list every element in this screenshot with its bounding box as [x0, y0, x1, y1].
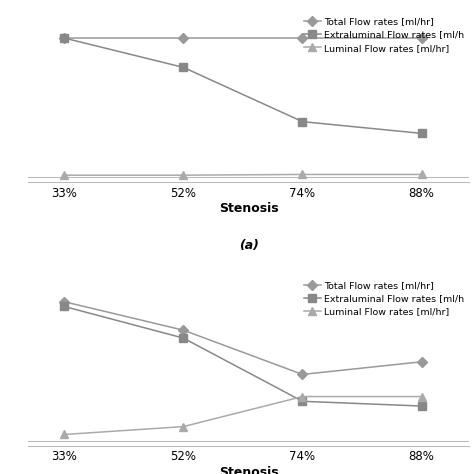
X-axis label: Stenosis: Stenosis	[219, 466, 279, 474]
Legend: Total Flow rates [ml/hr], Extraluminal Flow rates [ml/h, Luminal Flow rates [ml/: Total Flow rates [ml/hr], Extraluminal F…	[304, 17, 465, 53]
Text: (a): (a)	[239, 239, 259, 252]
X-axis label: Stenosis: Stenosis	[219, 202, 279, 215]
Legend: Total Flow rates [ml/hr], Extraluminal Flow rates [ml/h, Luminal Flow rates [ml/: Total Flow rates [ml/hr], Extraluminal F…	[304, 281, 465, 317]
